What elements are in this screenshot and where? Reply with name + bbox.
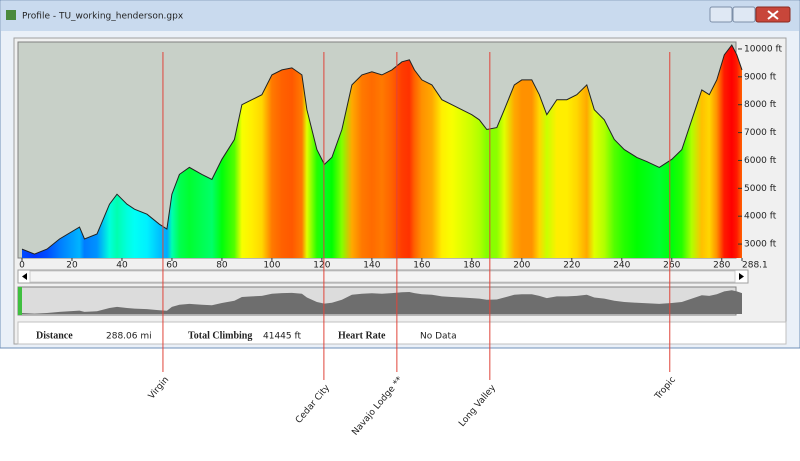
- x-tick-label: 100: [263, 261, 280, 271]
- overview-handle[interactable]: [18, 287, 22, 315]
- x-tick-label: 20: [66, 261, 78, 271]
- annotation-label: Cedar City: [294, 383, 332, 426]
- x-tick-label: 260: [663, 261, 680, 271]
- x-tick-label: 200: [513, 261, 530, 271]
- x-tick-label: 140: [363, 261, 380, 271]
- elevation-line: [21, 44, 743, 255]
- stats-panel: [17, 321, 787, 345]
- x-tick-label: 280: [713, 261, 730, 271]
- x-tick-label: 240: [613, 261, 630, 271]
- scroll-right[interactable]: [739, 273, 744, 280]
- x-tick-label: 0: [19, 261, 25, 271]
- stat-value: 41445 ft: [263, 332, 302, 342]
- elevation-area: [22, 45, 742, 258]
- x-tick-label: 220: [563, 261, 580, 271]
- x-tick-label: 180: [463, 261, 480, 271]
- y-tick-label: 9000 ft: [744, 72, 777, 82]
- stat-value: No Data: [420, 332, 457, 342]
- window-title: Profile - TU_working_henderson.gpx: [22, 12, 184, 22]
- annotation-label: Long Valley: [457, 383, 498, 429]
- y-tick-label: 8000 ft: [744, 100, 777, 110]
- y-tick-label: 7000 ft: [744, 128, 777, 138]
- stat-value: 288.06 mi: [106, 332, 152, 342]
- scroll-thumb[interactable]: [29, 270, 736, 283]
- y-tick-label: 4000 ft: [744, 212, 777, 222]
- stat-label: Heart Rate: [338, 330, 386, 341]
- y-tick-label: 3000 ft: [744, 240, 777, 250]
- stat-label: Distance: [36, 330, 73, 341]
- close-icon: [767, 10, 779, 20]
- app-icon: [6, 10, 16, 20]
- maximize-button[interactable]: [732, 6, 756, 23]
- x-tick-label: 288.1: [742, 261, 768, 271]
- x-tick-label: 80: [216, 261, 228, 271]
- annotation-label: Tropic: [653, 375, 678, 402]
- x-tick-label: 120: [313, 261, 330, 271]
- minimize-button[interactable]: [709, 6, 733, 23]
- annotation-label: Navajo Lodge **: [350, 375, 405, 438]
- stat-label: Total Climbing: [188, 330, 252, 341]
- y-tick-label: 6000 ft: [744, 156, 777, 166]
- scroll-left[interactable]: [22, 273, 27, 280]
- x-tick-label: 40: [116, 261, 128, 271]
- x-tick-label: 160: [413, 261, 430, 271]
- overview-area: [22, 290, 742, 314]
- title-bar: [1, 1, 799, 31]
- annotation-label: Virgin: [147, 375, 171, 401]
- x-tick-label: 60: [166, 261, 178, 271]
- y-tick-label: 10000 ft: [744, 44, 783, 54]
- y-tick-label: 5000 ft: [744, 184, 777, 194]
